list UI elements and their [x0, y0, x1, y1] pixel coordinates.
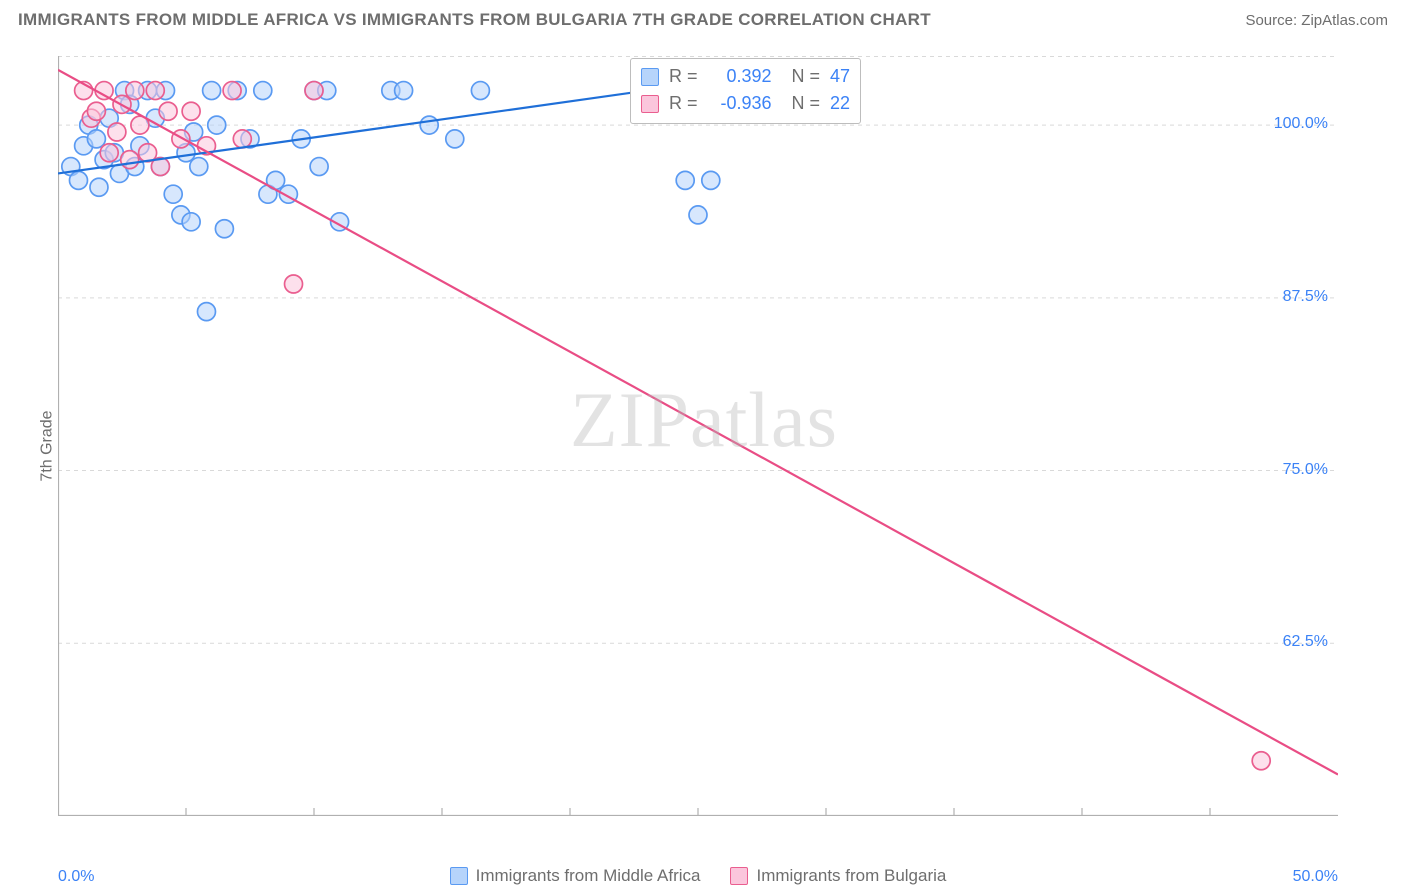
- source-label: Source: ZipAtlas.com: [1245, 12, 1388, 29]
- stats-r-value: 0.392: [708, 63, 772, 90]
- y-tick-label: 100.0%: [1274, 115, 1328, 133]
- stats-n-label: N =: [792, 63, 821, 90]
- correlation-stats-box: R = 0.392 N = 47 R = -0.936 N = 22: [630, 58, 861, 124]
- chart-plot-area: 62.5%75.0%87.5%100.0% ZIPatlas R =0.392N…: [58, 56, 1338, 816]
- stats-n-value: 22: [830, 90, 850, 117]
- legend-item: Immigrants from Bulgaria: [730, 866, 946, 886]
- legend-label: Immigrants from Bulgaria: [756, 866, 946, 886]
- stats-swatch: [641, 68, 659, 86]
- y-axis-label: 7th Grade: [39, 410, 57, 481]
- legend-label: Immigrants from Middle Africa: [476, 866, 701, 886]
- legend-item: Immigrants from Middle Africa: [450, 866, 701, 886]
- y-tick-label: 87.5%: [1283, 288, 1328, 306]
- stats-n-value: 47: [830, 63, 850, 90]
- y-tick-label: 75.0%: [1283, 461, 1328, 479]
- y-tick-label: 62.5%: [1283, 633, 1328, 651]
- chart-title: IMMIGRANTS FROM MIDDLE AFRICA VS IMMIGRA…: [18, 10, 931, 30]
- legend-swatch: [450, 867, 468, 885]
- stats-row: R = 0.392 N = 47: [641, 63, 850, 90]
- stats-n-label: N =: [792, 90, 821, 117]
- scatter-chart: [58, 56, 1338, 816]
- stats-r-value: -0.936: [708, 90, 772, 117]
- stats-swatch: [641, 95, 659, 113]
- stats-r-label: R =: [669, 63, 698, 90]
- stats-row: R = -0.936 N = 22: [641, 90, 850, 117]
- stats-r-label: R =: [669, 90, 698, 117]
- legend: Immigrants from Middle Africa Immigrants …: [58, 866, 1338, 886]
- legend-swatch: [730, 867, 748, 885]
